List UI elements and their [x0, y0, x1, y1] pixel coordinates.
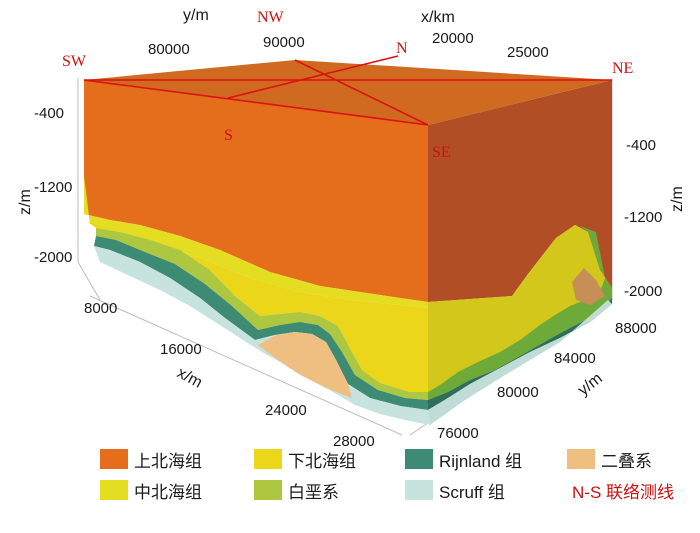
right-y-tick: 76000	[437, 425, 479, 442]
legend-swatch	[567, 449, 595, 469]
legend-label: 二叠系	[601, 451, 652, 471]
y-axis-title-right: y/m	[575, 370, 606, 399]
z-axis-title-left: z/m	[17, 189, 34, 215]
bottom-x-tick: 24000	[265, 402, 307, 419]
legend-swatch	[405, 449, 433, 469]
top-y-tick: 80000	[148, 41, 190, 58]
legend-label: 白垩系	[288, 482, 339, 502]
legend-swatch	[254, 449, 282, 469]
legend-item-upper-north-sea: 上北海组	[100, 447, 202, 471]
front-permian	[258, 332, 352, 398]
x-axis-title-bottom: x/m	[174, 365, 205, 392]
ne-face-rijnland	[428, 298, 612, 410]
legend-swatch	[100, 449, 128, 469]
ne-face	[428, 80, 612, 425]
corner-ne: NE	[612, 60, 633, 77]
survey-lines	[83, 55, 612, 126]
left-z-tick: -2000	[34, 249, 72, 266]
legend-label: 下北海组	[288, 451, 356, 471]
legend-item-lower-north-sea: 下北海组	[254, 447, 356, 471]
top-x-tick: 25000	[507, 44, 549, 61]
legend-item-scruff: Scruff 组	[405, 478, 505, 502]
bottom-x-tick: 28000	[333, 433, 375, 450]
corner-nw: NW	[257, 9, 285, 26]
left-z-tick: -400	[34, 105, 64, 122]
x-axis-title-top: x/km	[421, 9, 455, 26]
right-y-tick: 84000	[554, 350, 596, 367]
legend-swatch	[100, 480, 128, 500]
legend-item-cretaceous: 白垩系	[254, 478, 339, 502]
legend-swatch	[254, 480, 282, 500]
right-z-tick: -2000	[624, 283, 662, 300]
ne-face-cretaceous	[428, 226, 612, 400]
ne-face-upper-north-sea	[428, 80, 612, 302]
legend-label: Rijnland 组	[439, 451, 523, 471]
top-face	[84, 60, 612, 125]
front-face	[84, 80, 430, 425]
front-rijnland	[94, 236, 428, 410]
top-x-tick: 20000	[432, 30, 474, 47]
front-lower-north-sea	[88, 222, 428, 392]
corner-n: N	[396, 40, 408, 57]
bottom-x-tick: 16000	[160, 341, 202, 358]
z-axis-title-right: z/m	[669, 186, 686, 212]
legend-item-rijnland: Rijnland 组	[405, 447, 522, 471]
right-z-tick: -400	[626, 137, 656, 154]
legend-item-permian: 二叠系	[567, 447, 652, 471]
top-y-tick: 90000	[263, 34, 305, 51]
legend-label: 中北海组	[134, 482, 202, 502]
legend-label: 上北海组	[134, 451, 202, 471]
right-y-tick: 88000	[615, 320, 657, 337]
corner-sw: SW	[62, 53, 87, 70]
right-z-tick: -1200	[624, 209, 662, 226]
legend-item-middle-north-sea: 中北海组	[100, 478, 202, 502]
left-z-tick: -1200	[34, 179, 72, 196]
legend-swatch	[405, 480, 433, 500]
legend-item-survey-line: N-S 联络测线	[572, 478, 674, 502]
ne-face-lower-north-sea	[428, 225, 612, 400]
bottom-x-tick: 8000	[84, 300, 117, 317]
front-upper-north-sea	[84, 80, 428, 302]
right-y-tick: 80000	[497, 384, 539, 401]
front-cretaceous	[96, 228, 428, 400]
ne-face-permian	[572, 268, 605, 305]
corner-se: SE	[432, 144, 451, 161]
legend-label: Scruff 组	[439, 482, 505, 502]
legend-survey-line-label: N-S 联络测线	[572, 482, 674, 502]
corner-s: S	[224, 127, 233, 144]
ne-face-scruff	[428, 300, 612, 425]
legend: 上北海组 下北海组 Rijnland 组 二叠系 中北海组 白垩系 Scruff…	[100, 447, 700, 533]
y-axis-title-top: y/m	[183, 7, 209, 24]
